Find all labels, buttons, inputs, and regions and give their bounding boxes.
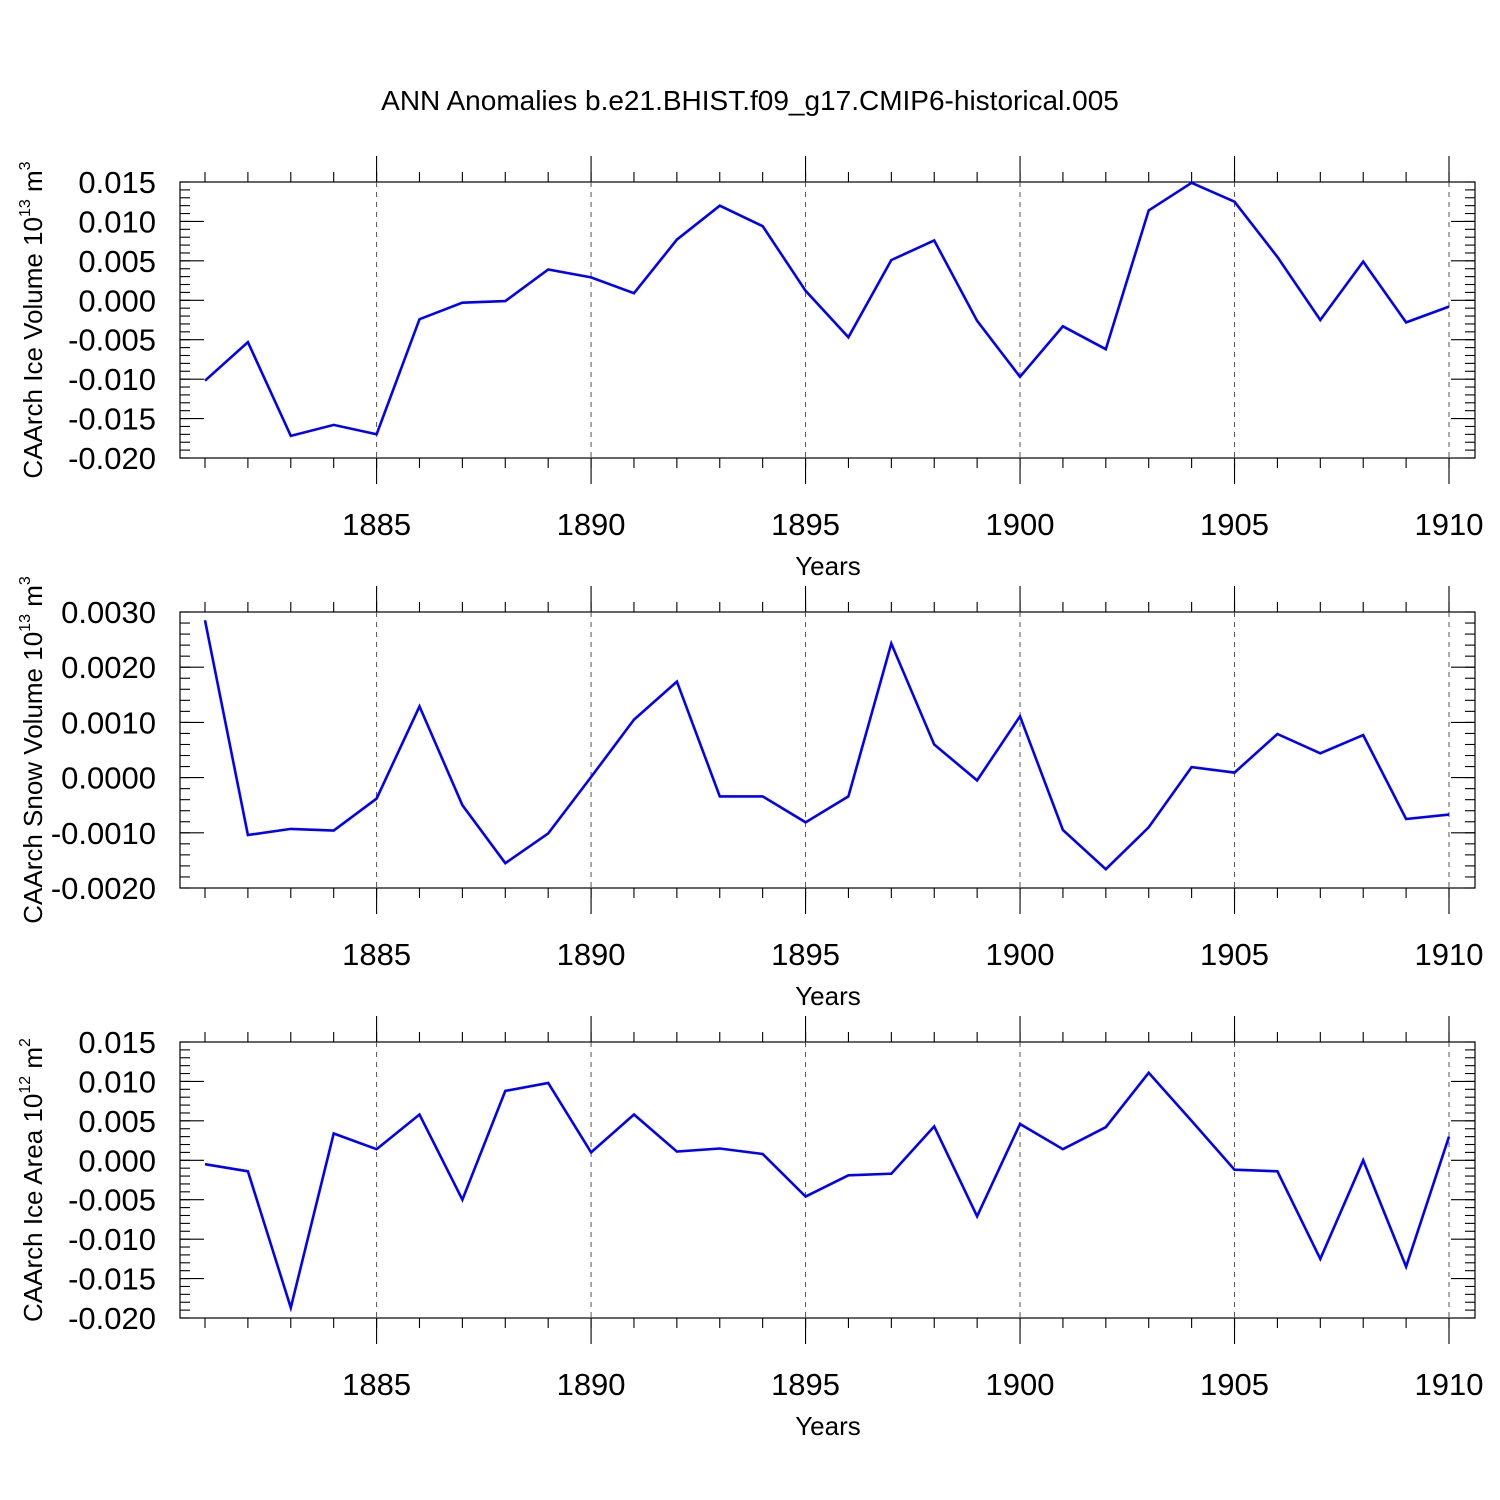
y-tick-label: -0.005 <box>68 1183 156 1218</box>
plot-frame <box>179 181 1476 459</box>
x-tick-label: 1885 <box>342 507 411 542</box>
data-series-line <box>204 181 1450 438</box>
x-axis-label: Years <box>795 981 861 1011</box>
x-tick-label: 1910 <box>1415 937 1484 972</box>
x-tick-label: 1900 <box>986 1367 1055 1402</box>
y-tick-label: -0.0020 <box>51 871 156 906</box>
data-series-line <box>203 620 1450 871</box>
y-tick-label: 0.0020 <box>61 650 156 685</box>
y-tick-label: -0.005 <box>68 323 156 358</box>
y-tick-label: 0.005 <box>78 1104 156 1139</box>
y-tick-label: 0.000 <box>78 1143 156 1178</box>
x-tick-label: 1900 <box>986 507 1055 542</box>
y-tick-label: 0.005 <box>78 244 156 279</box>
x-tick-label: 1905 <box>1200 937 1269 972</box>
x-tick-label: 1910 <box>1415 507 1484 542</box>
y-tick-label: -0.0010 <box>51 816 156 851</box>
x-tick-label: 1895 <box>771 507 840 542</box>
x-tick-label: 1905 <box>1200 1367 1269 1402</box>
plot-frame <box>179 1041 1476 1319</box>
x-tick-label: 1900 <box>986 937 1055 972</box>
x-tick-label: 1885 <box>342 937 411 972</box>
y-tick-label: 0.000 <box>78 283 156 318</box>
y-axis-label: CAArch Snow Volume 1013 m3 <box>17 576 48 924</box>
y-tick-label: 0.0000 <box>61 761 156 796</box>
y-tick-label: -0.020 <box>68 1301 156 1336</box>
y-axis-label: CAArch Ice Area 1012 m2 <box>17 1038 48 1322</box>
y-tick-label: 0.015 <box>78 1025 156 1060</box>
x-tick-label: 1890 <box>557 937 626 972</box>
y-tick-label: 0.010 <box>78 204 156 239</box>
chart-panels: 1885 1890 1895 1900 1905 1910 -0.020 -0.015 -0.0… <box>17 156 1483 1441</box>
y-tick-label: 0.015 <box>78 165 156 200</box>
data-series-line <box>204 1070 1451 1313</box>
x-tick-label: 1895 <box>771 1367 840 1402</box>
x-tick-label: 1890 <box>557 507 626 542</box>
y-tick-label: -0.010 <box>68 362 156 397</box>
chart-panel-3: 1885 1890 1895 1900 1905 1910 -0.020 -0.015 -0.0… <box>17 1016 1483 1441</box>
y-axis-label: CAArch Ice Volume 1013 m3 <box>17 161 48 478</box>
y-tick-label: -0.015 <box>68 1262 156 1297</box>
y-tick-label: -0.020 <box>68 441 156 476</box>
y-tick-label: 0.0010 <box>61 705 156 740</box>
x-axis-label: Years <box>795 551 861 581</box>
figure-title: ANN Anomalies b.e21.BHIST.f09_g17.CMIP6-… <box>381 85 1119 116</box>
chart-panel-2: 1885 1890 1895 1900 1905 1910 -0.0020 -0.0010 0.… <box>17 576 1483 1011</box>
x-tick-label: 1905 <box>1200 507 1269 542</box>
y-tick-label: 0.010 <box>78 1064 156 1099</box>
chart-panel-1: 1885 1890 1895 1900 1905 1910 -0.020 -0.015 -0.0… <box>17 156 1483 581</box>
plot-frame <box>179 611 1476 889</box>
x-tick-label: 1895 <box>771 937 840 972</box>
x-tick-label: 1890 <box>557 1367 626 1402</box>
y-tick-label: 0.0030 <box>61 595 156 630</box>
x-tick-label: 1910 <box>1415 1367 1484 1402</box>
y-tick-label: -0.015 <box>68 402 156 437</box>
x-tick-label: 1885 <box>342 1367 411 1402</box>
x-axis-label: Years <box>795 1411 861 1441</box>
y-tick-label: -0.010 <box>68 1222 156 1257</box>
